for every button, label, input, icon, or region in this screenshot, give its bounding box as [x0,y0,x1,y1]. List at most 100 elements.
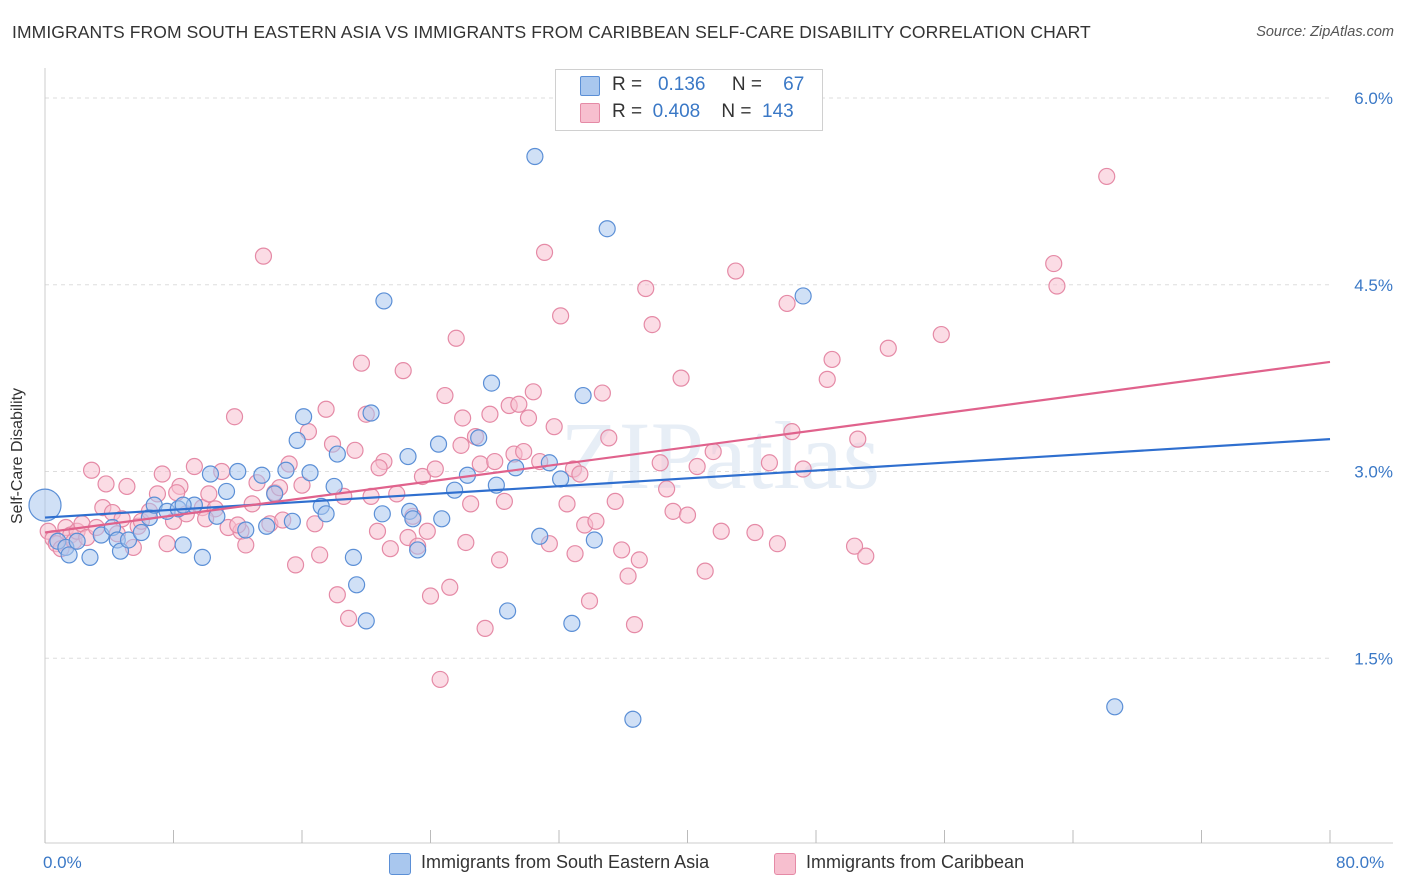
point-caribbean [328,586,346,604]
point-south-eastern-asia [357,612,375,630]
point-caribbean [619,567,637,585]
r-value: 0.136 [657,74,706,95]
point-caribbean [97,475,115,493]
point-south-eastern-asia [174,496,192,514]
point-caribbean [418,522,436,540]
point-south-eastern-asia [217,482,236,501]
y-tick-label: 6.0% [1354,89,1393,108]
point-caribbean [593,384,611,402]
point-south-eastern-asia [253,466,271,484]
point-south-eastern-asia [119,531,138,549]
point-south-eastern-asia [445,481,464,499]
point-caribbean [580,592,599,610]
legend-label: Immigrants from Caribbean [806,852,1025,872]
point-south-eastern-asia [283,512,301,530]
point-south-eastern-asia [507,459,525,477]
point-south-eastern-asia [295,408,313,426]
point-caribbean [306,515,324,533]
point-south-eastern-asia [288,431,306,449]
point-caribbean [552,307,570,325]
chart-title: IMMIGRANTS FROM SOUTH EASTERN ASIA VS IM… [12,22,1091,42]
y-tick-label: 3.0% [1354,463,1393,482]
point-caribbean [932,325,950,344]
point-caribbean [452,436,470,454]
point-south-eastern-asia [277,461,295,479]
point-south-eastern-asia [348,576,366,594]
point-caribbean [225,408,244,426]
point-caribbean [486,452,504,471]
legend-swatch-pink [774,853,796,875]
point-south-eastern-asia [301,464,319,482]
point-caribbean [545,418,563,436]
point-caribbean [778,294,796,313]
point-caribbean [558,495,576,513]
point-south-eastern-asia [1106,698,1124,716]
point-caribbean [1045,254,1063,273]
point-south-eastern-asia [174,536,192,554]
point-south-eastern-asia [563,614,581,632]
point-caribbean [118,477,136,496]
point-caribbean [153,465,171,483]
n-value: 143 [762,101,794,122]
point-south-eastern-asia [470,429,488,447]
point-caribbean [587,512,605,530]
point-caribbean [651,454,669,472]
point-south-eastern-asia [325,477,343,496]
n-label: N = [731,74,763,95]
y-tick-label: 1.5% [1354,649,1393,668]
point-caribbean [495,492,513,510]
point-south-eastern-asia [540,454,558,472]
point-caribbean [845,537,864,555]
point-south-eastern-asia [60,546,78,564]
point-caribbean [441,578,459,596]
point-south-eastern-asia [531,527,549,545]
point-south-eastern-asia [362,404,380,422]
point-caribbean [524,383,542,401]
point-caribbean [421,587,440,605]
point-caribbean [571,465,589,483]
trend-lines [44,360,1331,534]
point-south-eastern-asia [433,510,451,528]
series-south-eastern-asia [28,147,1124,728]
point-caribbean [746,523,764,542]
n-label: N = [721,101,752,122]
point-south-eastern-asia [208,507,226,525]
point-south-eastern-asia [28,488,62,522]
point-caribbean [658,480,676,498]
point-caribbean [823,350,841,369]
point-south-eastern-asia [399,447,417,466]
point-caribbean [879,339,897,357]
point-south-eastern-asia [482,374,501,392]
x-tick-min: 0.0% [43,853,82,872]
point-caribbean [678,506,697,524]
point-south-eastern-asia [328,445,346,463]
point-caribbean [696,562,714,580]
point-south-eastern-asia [258,517,276,535]
point-south-eastern-asia [526,147,544,166]
point-caribbean [476,619,494,637]
legend-swatch-blue [389,853,411,875]
point-caribbean [413,467,432,486]
point-south-eastern-asia [201,465,220,483]
point-south-eastern-asia [266,485,284,503]
point-caribbean [712,522,730,540]
point-caribbean [293,476,311,494]
point-caribbean [613,541,631,559]
n-value: 67 [783,74,805,95]
point-caribbean [1098,167,1116,186]
source-label: Source: ZipAtlas.com [1256,24,1394,40]
point-caribbean [388,485,406,503]
point-south-eastern-asia [404,510,422,528]
point-south-eastern-asia [574,386,592,405]
point-south-eastern-asia [794,287,812,305]
point-caribbean [794,460,812,478]
point-caribbean [630,551,648,569]
point-south-eastern-asia [598,220,616,238]
point-caribbean [637,279,655,298]
point-south-eastern-asia [585,531,603,549]
point-caribbean [447,329,465,347]
y-tick-label: 4.5% [1354,276,1393,295]
point-caribbean [490,551,509,569]
point-caribbean [394,362,412,380]
